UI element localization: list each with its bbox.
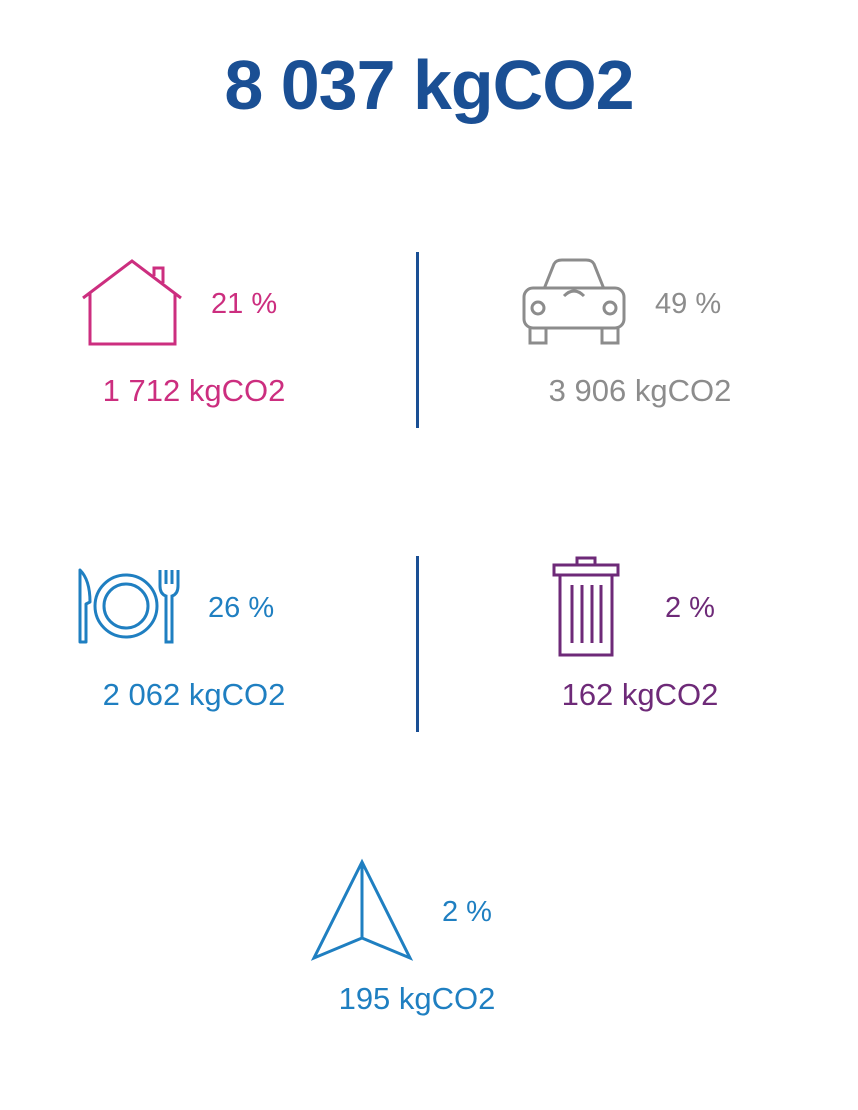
transport-amount: 3 906 kgCO2 xyxy=(548,373,732,408)
food-percent: 26 % xyxy=(208,592,275,624)
paper-plane-icon xyxy=(310,858,414,961)
house-icon xyxy=(82,259,182,346)
housing-amount: 1 712 kgCO2 xyxy=(102,373,286,408)
total-emissions: 8 037 kgCO2 xyxy=(224,46,634,124)
waste-amount: 162 kgCO2 xyxy=(561,677,719,712)
car-icon xyxy=(522,258,626,345)
food-amount: 2 062 kgCO2 xyxy=(102,677,286,712)
trash-icon xyxy=(552,556,620,657)
waste-percent: 2 % xyxy=(665,592,715,624)
row-divider-bottom xyxy=(416,556,419,732)
other-percent: 2 % xyxy=(442,896,492,928)
other-amount: 195 kgCO2 xyxy=(338,981,496,1016)
housing-percent: 21 % xyxy=(211,288,278,320)
cutlery-icon xyxy=(78,568,180,644)
row-divider-top xyxy=(416,252,419,428)
transport-percent: 49 % xyxy=(655,288,722,320)
